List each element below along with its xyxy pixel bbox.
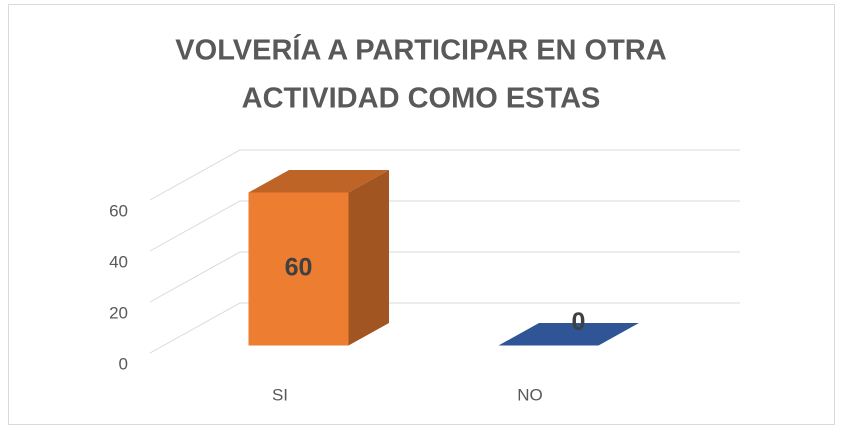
data-label: 60: [285, 254, 313, 282]
chart-border: [8, 4, 835, 425]
bar-top: [248, 170, 389, 193]
grid-line: [149, 302, 740, 354]
bar-front: [248, 192, 349, 346]
grid-line: [149, 200, 740, 252]
bar-side: [348, 170, 389, 346]
y-tick-label: 60: [109, 201, 128, 220]
chart-title: ACTIVIDAD COMO ESTAS: [242, 83, 601, 115]
y-tick-label: 0: [119, 354, 128, 373]
grid-line: [149, 149, 740, 201]
x-tick-label: SI: [272, 385, 288, 404]
bar-top: [498, 323, 639, 346]
grid-line: [149, 251, 740, 303]
bar: [248, 170, 389, 346]
x-tick-label: NO: [517, 385, 543, 404]
data-label: 0: [572, 308, 586, 336]
bar: [498, 323, 639, 346]
chart-title: VOLVERÍA A PARTICIPAR EN OTRA: [175, 33, 666, 67]
y-tick-label: 40: [109, 252, 128, 271]
y-tick-label: 20: [109, 303, 128, 322]
